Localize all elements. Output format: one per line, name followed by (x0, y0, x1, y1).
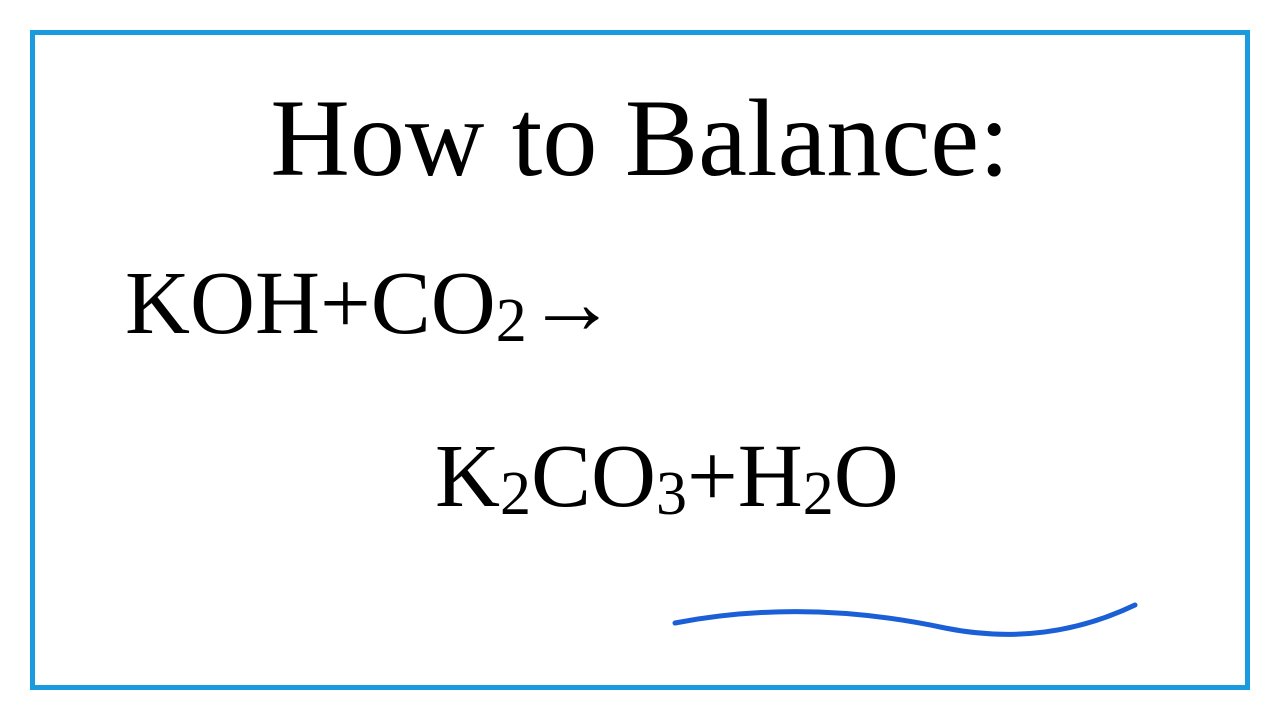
product-k2co3-co: CO (531, 425, 656, 528)
product-h2o-o: O (834, 425, 899, 528)
content-frame: How to Balance: KOH + CO 2 → K 2 CO 3 + … (30, 30, 1250, 690)
reactant-koh: KOH (125, 252, 320, 355)
equation-container: KOH + CO 2 → K 2 CO 3 + H 2 O (95, 252, 1185, 528)
swoosh-path (675, 605, 1135, 634)
equation-reactants-line: KOH + CO 2 → (95, 252, 1185, 355)
product-h2o-h: H (738, 425, 803, 528)
plus-sign-2: + (687, 425, 738, 528)
reaction-arrow: → (527, 252, 617, 355)
product-h2o-sub: 2 (803, 459, 834, 530)
product-k2co3-k: K (435, 425, 500, 528)
product-k2co3-sub1: 2 (500, 459, 531, 530)
equation-products-line: K 2 CO 3 + H 2 O (95, 425, 1185, 528)
reactant-co2-subscript: 2 (496, 286, 527, 357)
product-k2co3-sub2: 3 (656, 459, 687, 530)
reactant-co2-base: CO (371, 252, 496, 355)
underline-swoosh-icon (665, 593, 1145, 673)
title-text: How to Balance: (95, 75, 1185, 202)
plus-sign-1: + (320, 252, 371, 355)
